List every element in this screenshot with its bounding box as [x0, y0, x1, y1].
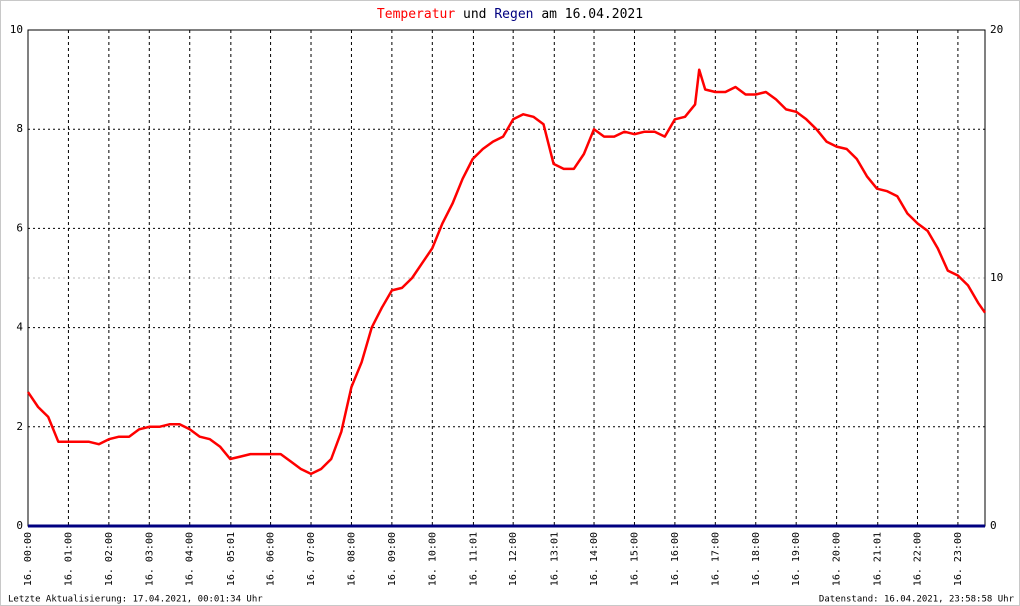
x-tick-label: 16. 06:00: [266, 532, 277, 586]
x-tick-label: 16. 10:00: [427, 532, 438, 586]
y-tick-label: 4: [16, 321, 23, 334]
x-tick-label: 16. 01:00: [63, 532, 74, 586]
footer-left: Letzte Aktualisierung: 17.04.2021, 00:01…: [8, 595, 263, 605]
y2-tick-label: 20: [990, 23, 1003, 36]
x-tick-label: 16. 20:00: [832, 532, 843, 586]
title-part: am 16.04.2021: [541, 7, 643, 22]
x-tick-label: 16. 15:00: [629, 532, 640, 586]
y-tick-label: 6: [16, 221, 23, 234]
chart-title: Temperatur und Regen am 16.04.2021: [377, 7, 643, 22]
x-tick-label: 16. 11:01: [468, 532, 479, 586]
title-part: Temperatur: [377, 7, 455, 22]
y-tick-label: 0: [16, 519, 23, 532]
x-tick-label: 16. 00:00: [23, 532, 34, 586]
x-tick-label: 16. 21:01: [873, 532, 884, 586]
x-tick-label: 16. 17:00: [710, 532, 721, 586]
x-tick-label: 16. 08:00: [346, 532, 357, 586]
y-tick-label: 10: [10, 23, 23, 36]
title-part: und: [463, 7, 486, 22]
x-tick-label: 16. 12:00: [508, 532, 519, 586]
x-tick-label: 16. 05:01: [226, 532, 237, 586]
x-tick-label: 16. 04:00: [185, 532, 196, 586]
data-line: [26, 68, 987, 476]
x-tick-label: 16. 02:00: [104, 532, 115, 586]
x-tick-label: 16. 13:01: [549, 532, 560, 586]
x-tick-label: 16. 19:00: [791, 532, 802, 586]
x-tick-label: 16. 03:00: [144, 532, 155, 586]
y-tick-label: 8: [16, 122, 23, 135]
x-tick-label: 16. 23:00: [953, 532, 964, 586]
x-tick-label: 16. 16:00: [670, 532, 681, 586]
x-tick-label: 16. 14:00: [589, 532, 600, 586]
title-part: Regen: [494, 7, 533, 22]
x-tick-label: 16. 09:00: [387, 532, 398, 586]
x-tick-label: 16. 18:00: [751, 532, 762, 586]
x-tick-label: 16. 22:00: [912, 532, 923, 586]
x-tick-label: 16. 07:00: [306, 532, 317, 586]
y-tick-label: 2: [16, 420, 23, 433]
footer-right: Datenstand: 16.04.2021, 23:58:58 Uhr: [819, 595, 1015, 605]
y2-tick-label: 10: [990, 271, 1003, 284]
y2-tick-label: 0: [990, 519, 997, 532]
